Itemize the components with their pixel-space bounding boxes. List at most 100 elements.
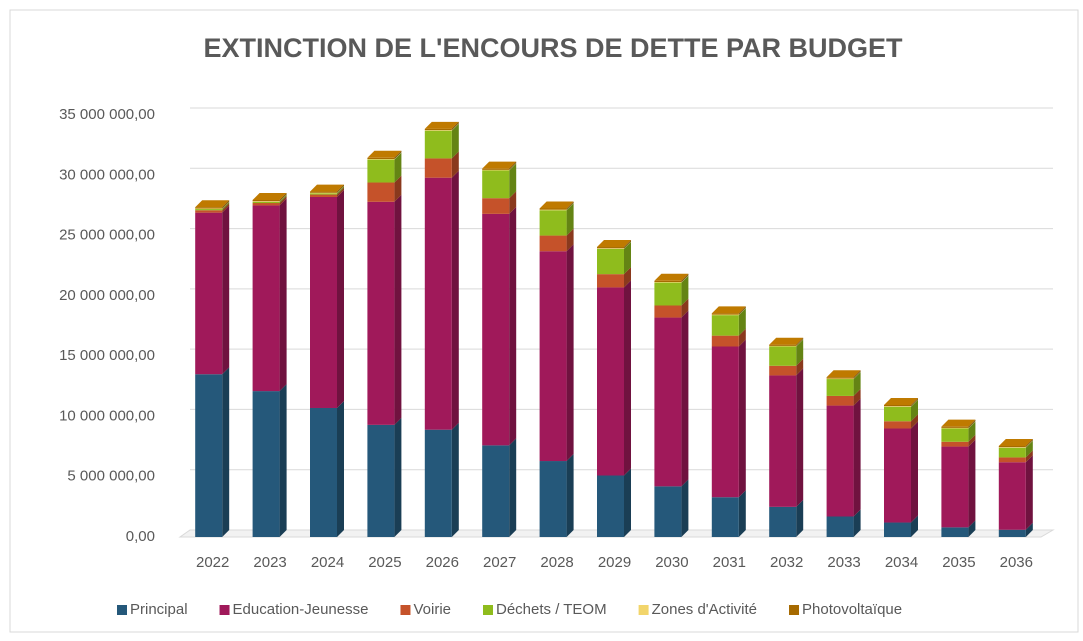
legend-label: Education-Jeunesse bbox=[233, 601, 369, 618]
bar bbox=[654, 280, 682, 282]
bar-depth bbox=[279, 196, 287, 206]
x-tick-label: 2023 bbox=[253, 554, 286, 571]
bar bbox=[424, 128, 452, 131]
bar-top bbox=[424, 121, 459, 129]
bar-depth bbox=[1025, 455, 1033, 530]
bar bbox=[252, 200, 280, 202]
bar-top bbox=[310, 184, 344, 192]
bar bbox=[597, 248, 624, 275]
bar bbox=[884, 406, 911, 422]
bar-depth bbox=[796, 337, 804, 346]
bar bbox=[941, 427, 969, 429]
bar bbox=[195, 212, 223, 375]
bar-depth bbox=[509, 206, 517, 446]
bar-top bbox=[826, 370, 861, 378]
bar bbox=[597, 247, 624, 249]
bar bbox=[252, 205, 280, 392]
bar-depth bbox=[681, 479, 689, 537]
bar-depth bbox=[1025, 522, 1033, 537]
bar-depth bbox=[222, 205, 230, 375]
y-tick-label: 30 000 000,00 bbox=[59, 166, 155, 183]
bar-depth bbox=[509, 191, 517, 214]
x-tick-label: 2031 bbox=[713, 554, 746, 571]
bar bbox=[884, 406, 911, 407]
bar bbox=[310, 194, 337, 197]
bar-depth bbox=[853, 370, 861, 379]
bar-depth bbox=[968, 520, 976, 537]
bar-depth bbox=[853, 372, 861, 396]
y-tick-label: 25 000 000,00 bbox=[59, 227, 155, 244]
bar bbox=[539, 210, 567, 236]
bar-top bbox=[252, 193, 287, 201]
bar-depth bbox=[853, 371, 861, 380]
bar bbox=[539, 235, 567, 252]
bar-depth bbox=[738, 328, 746, 347]
bar-depth bbox=[509, 438, 517, 537]
bar-depth bbox=[394, 194, 402, 425]
bar-depth bbox=[279, 384, 287, 537]
bar-depth bbox=[566, 454, 574, 537]
legend-label: Voirie bbox=[413, 601, 451, 618]
x-tick-label: 2030 bbox=[655, 554, 688, 571]
bar-top bbox=[195, 200, 230, 208]
x-tick-label: 2024 bbox=[311, 554, 344, 571]
bar bbox=[884, 428, 911, 523]
bar-depth bbox=[624, 267, 631, 288]
bar-depth bbox=[279, 198, 287, 392]
bar-depth bbox=[968, 434, 976, 447]
legend-swatch bbox=[400, 605, 411, 615]
legend-swatch bbox=[117, 605, 127, 615]
bar-depth bbox=[279, 194, 287, 204]
y-tick-label: 15 000 000,00 bbox=[59, 347, 155, 364]
bar bbox=[482, 169, 510, 171]
bar bbox=[884, 404, 911, 407]
bar bbox=[424, 130, 452, 131]
y-tick-label: 5 000 000,00 bbox=[67, 468, 155, 485]
bar bbox=[195, 210, 223, 213]
bar bbox=[597, 475, 624, 537]
legend-swatch bbox=[483, 605, 493, 615]
bar-top bbox=[769, 337, 804, 345]
bar bbox=[424, 177, 452, 430]
bar bbox=[252, 391, 280, 537]
bar bbox=[310, 191, 337, 193]
x-tick-label: 2033 bbox=[827, 554, 860, 571]
bar-depth bbox=[853, 509, 861, 537]
bar bbox=[597, 287, 624, 476]
bar-top bbox=[539, 201, 574, 209]
bar-depth bbox=[853, 398, 861, 517]
bar-depth bbox=[337, 187, 344, 197]
bar-depth bbox=[738, 490, 746, 537]
bar-depth bbox=[394, 175, 402, 202]
bar bbox=[884, 421, 911, 429]
x-tick-label: 2025 bbox=[368, 554, 401, 571]
bar-depth bbox=[1025, 440, 1033, 458]
bar bbox=[884, 522, 911, 537]
bar-depth bbox=[738, 306, 746, 315]
bar-depth bbox=[509, 161, 517, 170]
bar bbox=[424, 158, 452, 178]
bar-depth bbox=[968, 439, 976, 528]
bar bbox=[769, 344, 797, 346]
bar bbox=[826, 379, 854, 396]
bar bbox=[998, 457, 1026, 463]
bar-depth bbox=[222, 367, 230, 537]
bar bbox=[769, 365, 797, 376]
bar bbox=[941, 441, 969, 447]
bar bbox=[941, 428, 969, 442]
bar-depth bbox=[796, 338, 804, 347]
bar-top bbox=[711, 306, 746, 314]
bar-top bbox=[597, 240, 631, 248]
bar bbox=[195, 208, 223, 210]
bar bbox=[711, 335, 739, 347]
bar-depth bbox=[566, 202, 574, 211]
bar-depth bbox=[451, 422, 459, 537]
y-tick-label: 0,00 bbox=[126, 528, 155, 545]
bar bbox=[654, 305, 682, 318]
bar-depth bbox=[222, 203, 230, 213]
bar bbox=[769, 345, 797, 347]
bar-depth bbox=[911, 421, 918, 523]
bar-depth bbox=[796, 358, 804, 376]
bar-depth bbox=[624, 280, 631, 476]
bar bbox=[998, 447, 1026, 448]
